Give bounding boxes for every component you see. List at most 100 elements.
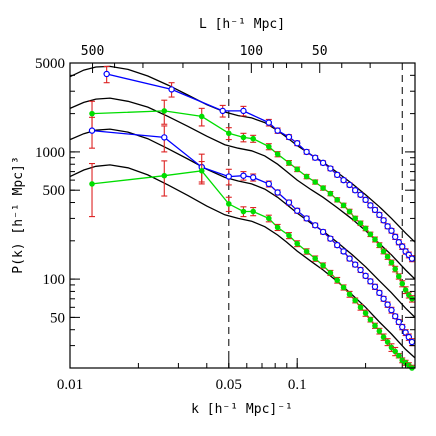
data-point — [293, 140, 301, 147]
data-point — [274, 189, 281, 196]
data-point — [266, 143, 272, 150]
y-tick-label: 50 — [50, 310, 65, 326]
series-2 — [89, 99, 415, 303]
data-point — [408, 338, 416, 346]
data-point — [380, 295, 387, 302]
data-point — [225, 173, 233, 180]
data-point — [198, 113, 205, 120]
x-tick-label: 0.05 — [216, 377, 242, 393]
data-point — [346, 208, 353, 215]
data-point — [334, 241, 341, 249]
data-point — [376, 242, 383, 248]
data-point — [286, 232, 292, 239]
data-point — [303, 248, 310, 255]
data-point — [351, 186, 359, 194]
data-point — [380, 217, 387, 224]
data-point — [351, 261, 359, 268]
data-point — [406, 292, 412, 298]
data-point — [357, 304, 364, 311]
data-point — [303, 173, 310, 180]
data-point — [388, 227, 395, 234]
data-point — [89, 181, 95, 187]
data-point — [357, 266, 364, 274]
data-point — [312, 255, 318, 262]
data-point — [391, 313, 399, 320]
data-point — [285, 199, 293, 206]
data-point — [402, 287, 409, 293]
y-tick-label: 1000 — [35, 145, 65, 161]
data-point — [319, 159, 327, 167]
data-point — [320, 185, 326, 191]
data-point — [265, 119, 273, 126]
data-point — [408, 255, 416, 262]
data-series — [88, 65, 416, 371]
data-point — [362, 272, 369, 280]
data-point — [384, 223, 391, 230]
axis-ticks: 0.01 0.05 0.1 5000 1000 500 100 50 500 100 50 — [35, 44, 415, 393]
data-point — [372, 322, 378, 329]
data-point — [367, 202, 374, 209]
data-point — [265, 180, 273, 188]
data-point — [311, 222, 319, 229]
data-point — [168, 86, 175, 93]
data-point — [392, 266, 398, 272]
data-point — [327, 235, 334, 242]
y-axis-label: P(k) [h⁻¹ Mpc]³ — [11, 156, 26, 273]
data-point — [274, 224, 281, 231]
data-point — [311, 154, 319, 161]
data-point — [274, 127, 281, 134]
data-point — [346, 255, 353, 262]
data-point — [303, 148, 310, 156]
data-point — [372, 236, 378, 243]
data-point — [319, 228, 327, 236]
data-point — [161, 108, 168, 114]
series-4 — [89, 160, 415, 371]
data-point — [293, 207, 301, 214]
data-point — [399, 243, 406, 250]
data-point — [226, 130, 232, 137]
data-point — [320, 262, 326, 269]
data-point — [334, 197, 341, 203]
data-point — [376, 289, 383, 297]
data-point — [392, 348, 398, 355]
data-point — [334, 277, 341, 284]
top-axis-label: L [h⁻¹ Mpc] — [199, 17, 285, 32]
series-3 — [88, 116, 416, 347]
data-point — [399, 323, 406, 331]
data-point — [88, 127, 96, 134]
data-point — [346, 291, 353, 298]
x-tick-label: 0.01 — [57, 377, 83, 393]
data-point — [367, 231, 374, 238]
data-point — [388, 344, 395, 351]
data-point — [240, 107, 247, 115]
y-tick-label: 5000 — [35, 56, 65, 72]
data-point — [384, 301, 391, 308]
data-point — [240, 134, 247, 141]
data-point — [327, 190, 334, 197]
y-tick-label: 100 — [43, 272, 66, 288]
data-point — [362, 196, 369, 204]
data-point — [346, 181, 353, 189]
data-point — [161, 134, 168, 141]
data-point — [357, 220, 364, 227]
data-point — [334, 171, 341, 179]
data-point — [380, 248, 387, 255]
data-point — [285, 133, 293, 141]
data-point — [266, 215, 272, 222]
data-point — [388, 259, 395, 266]
data-point — [294, 166, 300, 173]
model-curve-4 — [69, 164, 416, 359]
model-curve-1 — [69, 65, 416, 243]
data-point — [376, 211, 383, 219]
data-point — [250, 208, 256, 215]
data-point — [219, 107, 226, 115]
data-point — [399, 280, 406, 287]
data-point — [352, 215, 358, 222]
data-point — [362, 225, 369, 232]
top-tick-label: 100 — [240, 44, 263, 59]
plot-frame — [69, 62, 416, 369]
data-point — [367, 316, 374, 323]
data-point — [340, 248, 347, 255]
x-axis-label: k [h⁻¹ Mpc]⁻¹ — [191, 402, 293, 417]
